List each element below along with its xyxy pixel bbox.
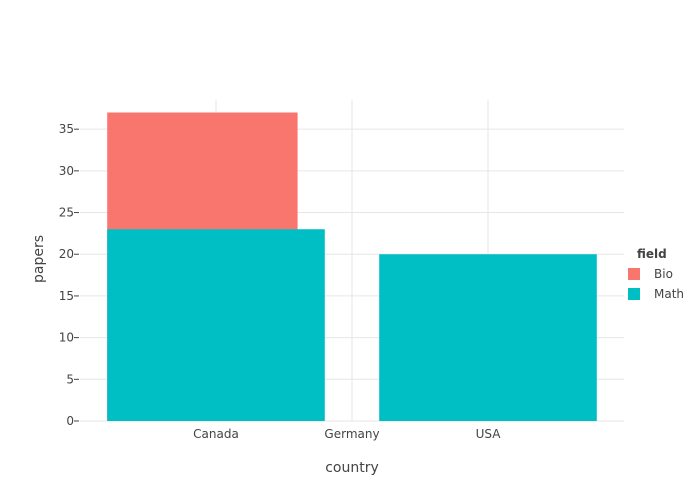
- legend-title: field: [637, 247, 667, 261]
- y-axis-ticks: 0 5 10 15 20 25 30 35: [59, 122, 79, 428]
- y-tick-label: 5: [66, 372, 74, 386]
- y-tick-label: 35: [59, 122, 74, 136]
- x-axis-title: country: [325, 460, 379, 476]
- legend-swatch-bio: [628, 268, 640, 280]
- y-tick-label: 10: [59, 331, 74, 345]
- y-tick-label: 25: [59, 206, 74, 220]
- x-tick-label: Germany: [324, 427, 379, 441]
- bars-group: [107, 112, 597, 421]
- x-tick-label: Canada: [193, 427, 239, 441]
- bar-math: [379, 254, 597, 421]
- y-tick-label: 30: [59, 164, 74, 178]
- legend-swatch-math: [628, 288, 640, 300]
- x-tick-label: USA: [476, 427, 502, 441]
- y-tick-label: 15: [59, 289, 74, 303]
- legend: field Bio Math: [628, 247, 684, 301]
- legend-label-math: Math: [654, 287, 684, 301]
- y-tick-label: 20: [59, 247, 74, 261]
- legend-label-bio: Bio: [654, 267, 673, 281]
- y-axis-title: papers: [31, 235, 47, 283]
- bar-math: [107, 229, 325, 421]
- y-tick-label: 0: [66, 414, 74, 428]
- x-axis-ticks: Canada Germany USA: [193, 427, 501, 441]
